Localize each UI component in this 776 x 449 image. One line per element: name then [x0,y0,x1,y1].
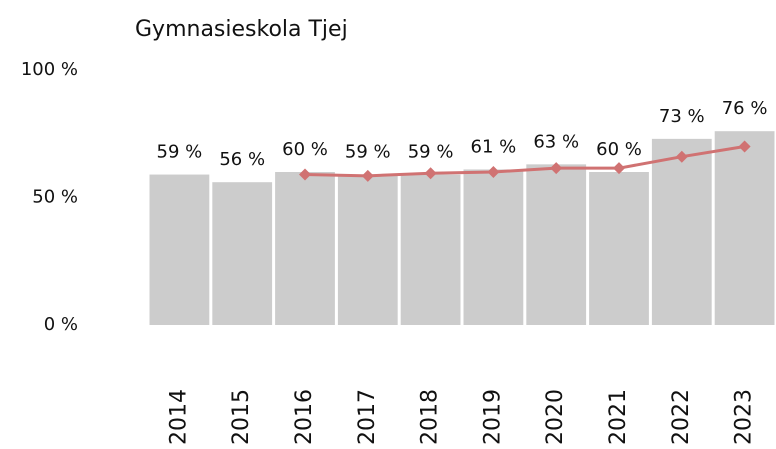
x-tick-label: 2015 [229,389,254,445]
line-marker [361,169,374,182]
bar [275,172,335,325]
bar [463,169,524,325]
value-label: 60 % [596,139,642,160]
y-tick-label: 100 % [21,59,78,80]
x-tick-label: 2021 [606,389,631,445]
x-tick-label: 2014 [166,389,191,445]
chart-title: Gymnasieskola Tjej [135,17,348,42]
value-label: 73 % [659,106,705,127]
x-tick-label: 2023 [732,389,757,445]
line-marker [675,150,688,163]
line-marker [550,162,563,175]
line-marker [613,162,625,175]
line-marker [424,167,437,180]
line-marker [738,140,751,153]
value-label: 59 % [157,142,203,163]
bar [714,131,775,325]
bar [589,172,649,325]
value-label: 59 % [345,142,391,163]
bar [400,174,461,325]
value-label: 63 % [533,131,579,152]
x-tick-label: 2016 [292,389,317,445]
value-label: 59 % [408,142,454,163]
value-label: 56 % [219,149,265,170]
x-tick-label: 2020 [543,389,568,445]
x-tick-label: 2022 [669,389,694,445]
y-tick-label: 0 % [44,314,78,335]
bar [651,138,712,325]
value-label: 76 % [722,98,768,119]
bar [337,174,398,325]
x-tick-label: 2017 [355,389,380,445]
bar [526,164,587,325]
y-tick-label: 50 % [32,187,78,208]
line [304,145,745,178]
line-marker [299,168,311,181]
value-label: 61 % [471,136,517,157]
bar [149,174,210,325]
bar [212,182,273,325]
line-marker [487,166,500,178]
x-tick-label: 2019 [480,389,505,445]
value-label: 60 % [282,139,328,160]
x-tick-label: 2018 [418,389,443,445]
